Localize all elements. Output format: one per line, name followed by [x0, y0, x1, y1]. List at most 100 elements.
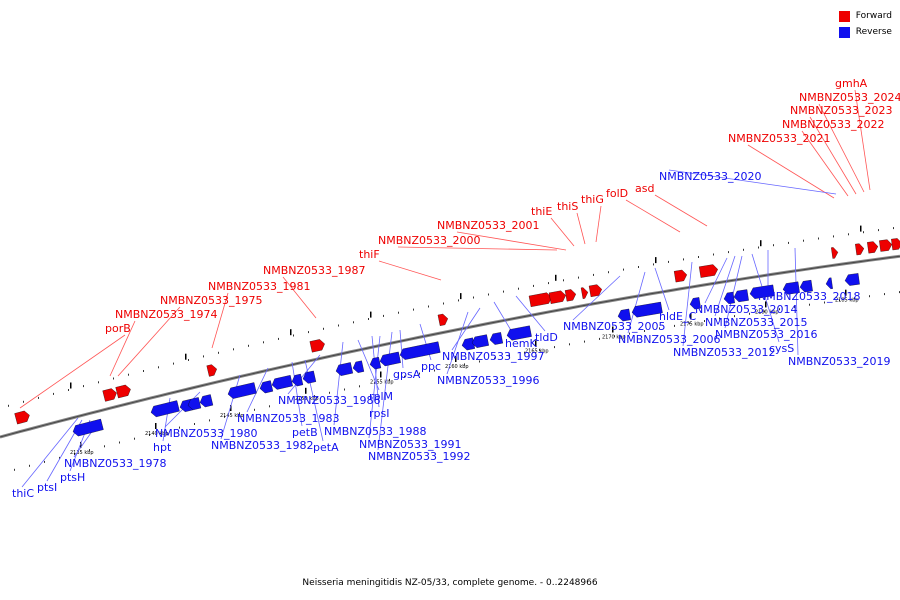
- reverse-gene: [199, 394, 214, 408]
- legend-forward-label: Forward: [855, 11, 892, 21]
- reverse-leader: [714, 255, 736, 317]
- minor-tick: [428, 305, 429, 308]
- minor-tick: [698, 256, 699, 258]
- reverse-gene-label: NMBNZ0533_1986: [278, 394, 381, 407]
- minor-tick: [368, 318, 369, 320]
- reverse-leader: [794, 247, 799, 356]
- minor-tick: [803, 239, 804, 242]
- minor-tick: [434, 369, 435, 372]
- kbp-tick-label: 2175 kbp: [680, 321, 704, 327]
- minor-tick: [674, 324, 675, 327]
- minor-tick: [218, 351, 219, 354]
- reverse-gene: [733, 289, 749, 303]
- minor-tick: [464, 363, 465, 366]
- minor-tick: [8, 404, 9, 407]
- major-tick: [370, 311, 372, 318]
- leader-layer: [19, 89, 871, 488]
- reverse-leader: [654, 267, 670, 311]
- minor-tick: [509, 354, 510, 357]
- minor-tick: [494, 357, 495, 360]
- minor-tick: [74, 453, 75, 455]
- kbp-tick-label: 2135 kbp: [70, 450, 94, 456]
- reverse-gene: [302, 370, 317, 384]
- minor-tick: [98, 381, 99, 384]
- reverse-leader: [572, 275, 621, 321]
- minor-tick: [104, 445, 105, 448]
- kbp-tick: [155, 423, 157, 429]
- major-tick: [460, 293, 462, 300]
- reverse-leader: [246, 367, 269, 413]
- minor-tick: [224, 415, 225, 418]
- minor-tick: [794, 305, 795, 308]
- kbp-tick: [535, 340, 537, 347]
- minor-tick: [233, 348, 234, 351]
- reverse-gene: [631, 301, 663, 318]
- minor-tick: [479, 360, 480, 363]
- minor-tick: [389, 378, 390, 381]
- major-tick: [70, 382, 72, 389]
- minor-tick: [578, 276, 579, 279]
- minor-tick: [893, 227, 894, 230]
- kbp-tick-label: 2185 kbp: [835, 298, 859, 304]
- reverse-gene-label: thiC: [12, 487, 34, 500]
- minor-tick: [863, 231, 864, 234]
- forward-gene-label: NMBNZ0533_2022: [782, 118, 885, 131]
- minor-tick: [374, 382, 375, 384]
- reverse-leader: [21, 417, 79, 488]
- forward-leader: [809, 116, 857, 195]
- reverse-gene: [369, 356, 382, 370]
- reverse-leader: [682, 261, 693, 347]
- reverse-gene: [72, 418, 104, 437]
- reverse-leader: [627, 271, 646, 334]
- minor-tick: [818, 237, 819, 240]
- minor-tick: [314, 395, 315, 398]
- minor-tick: [404, 375, 405, 378]
- forward-leader: [19, 334, 126, 409]
- reverse-leader: [446, 311, 469, 375]
- forward-leader: [854, 89, 871, 191]
- minor-tick: [458, 299, 459, 302]
- major-tick: [760, 240, 762, 247]
- forward-leader: [747, 144, 835, 199]
- reverse-leader: [451, 307, 481, 351]
- reverse-gene-label: NMBNZ0533_2012: [673, 346, 776, 359]
- minor-tick: [269, 405, 270, 408]
- minor-tick: [143, 370, 144, 372]
- forward-gene-label: gmhA: [835, 77, 868, 90]
- reverse-gene: [271, 375, 293, 390]
- forward-leader: [654, 194, 708, 227]
- forward-leader: [595, 205, 602, 243]
- reverse-leader: [291, 361, 303, 427]
- minor-tick: [194, 423, 195, 425]
- forward-leader: [211, 292, 229, 349]
- minor-tick: [329, 391, 330, 394]
- forward-gene: [564, 289, 577, 302]
- reverse-gene: [227, 382, 257, 399]
- reverse-gene: [723, 291, 735, 304]
- reverse-gene-label: NMBNZ0533_1997: [442, 350, 545, 363]
- reverse-gene: [844, 273, 860, 286]
- forward-gene-label: folD: [606, 187, 628, 200]
- forward-gene: [588, 284, 602, 297]
- minor-tick: [833, 235, 834, 238]
- minor-tick: [608, 271, 609, 274]
- minor-tick: [704, 320, 705, 322]
- reverse-gene-label: hldE_C: [659, 310, 696, 323]
- reverse-leader: [724, 255, 743, 329]
- minor-tick: [653, 263, 654, 266]
- forward-gene: [206, 364, 217, 377]
- minor-tick: [53, 392, 54, 395]
- forward-leader: [576, 212, 586, 245]
- minor-tick: [728, 251, 729, 254]
- minor-tick: [488, 293, 489, 296]
- reverse-gene-label: NMBNZ0533_1980: [155, 427, 258, 440]
- reverse-gene-label: ptsH: [60, 471, 85, 484]
- reverse-leader: [333, 341, 344, 426]
- reverse-gene: [782, 281, 800, 295]
- forward-gene-label: thiG: [581, 193, 604, 206]
- reverse-gene: [461, 337, 476, 351]
- reverse-gene: [335, 362, 353, 376]
- minor-tick: [749, 312, 750, 315]
